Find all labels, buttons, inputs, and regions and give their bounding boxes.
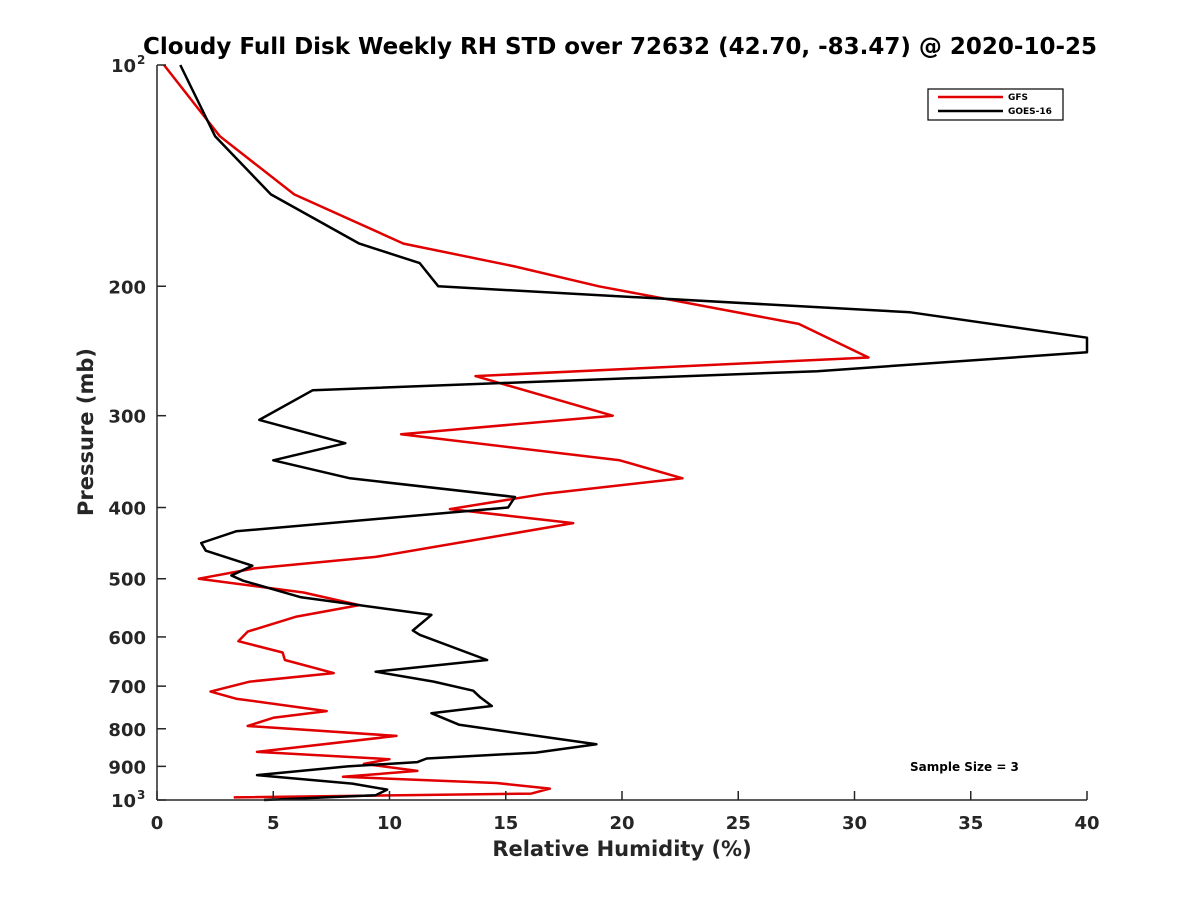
sample-size-annotation: Sample Size = 3 xyxy=(910,760,1019,774)
y-tick-label: 800 xyxy=(108,720,146,741)
x-tick-label: 0 xyxy=(151,813,164,834)
series-layer xyxy=(163,64,1089,802)
x-tick-label: 5 xyxy=(267,813,280,834)
x-tick-label: 15 xyxy=(493,813,518,834)
x-tick-label: 25 xyxy=(726,813,751,834)
legend-label-gfs: GFS xyxy=(1008,93,1028,103)
x-tick-label: 20 xyxy=(609,813,634,834)
y-tick-label: 10 xyxy=(111,56,136,77)
x-tick-label: 35 xyxy=(958,813,983,834)
series-line-gfs xyxy=(163,64,870,799)
y-tick-label: 300 xyxy=(108,407,146,428)
x-tick-label: 10 xyxy=(377,813,402,834)
y-tick-label: 700 xyxy=(108,677,146,698)
x-tick-label: 30 xyxy=(842,813,867,834)
y-tick-label: 400 xyxy=(108,499,146,520)
y-tick-exponent: 3 xyxy=(137,788,145,802)
series-line-goes16 xyxy=(179,64,1089,802)
chart-title: Cloudy Full Disk Weekly RH STD over 7263… xyxy=(143,34,1097,60)
x-axis-label: Relative Humidity (%) xyxy=(492,837,751,861)
x-ticks: 0 5 10 15 20 25 30 35 40 xyxy=(151,791,1100,834)
y-tick-label: 600 xyxy=(108,628,146,649)
y-tick-label: 500 xyxy=(108,570,146,591)
x-tick-label: 40 xyxy=(1074,813,1099,834)
y-axis-label: Pressure (mb) xyxy=(74,348,98,516)
y-tick-label: 10 xyxy=(111,791,136,812)
y-tick-label: 200 xyxy=(108,277,146,298)
legend-box xyxy=(927,88,1064,121)
y-tick-label: 900 xyxy=(108,757,146,778)
legend: GFS GOES-16 xyxy=(927,88,1064,121)
legend-label-goes16: GOES-16 xyxy=(1008,107,1052,117)
y-tick-exponent: 2 xyxy=(137,53,145,67)
